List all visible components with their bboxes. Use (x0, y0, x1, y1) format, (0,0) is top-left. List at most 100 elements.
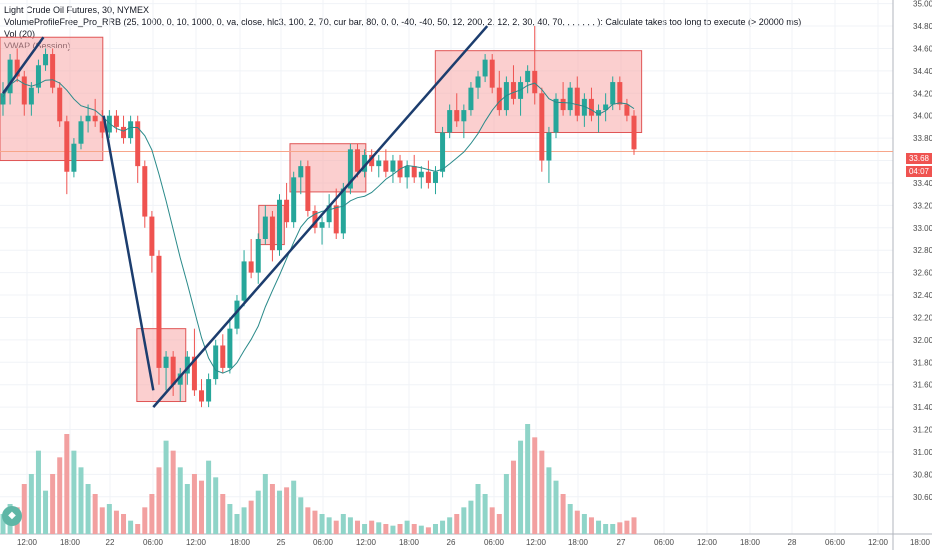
y-tick-label: 32.60 (913, 269, 932, 278)
volume-bar (92, 494, 98, 534)
candle-body (170, 356, 176, 385)
volume-bar (425, 527, 431, 534)
x-tick-label: 26 (447, 538, 456, 547)
candle-body (142, 166, 148, 217)
legend-volume[interactable]: Vol (20) (4, 29, 36, 39)
candle-body (28, 87, 34, 105)
volume-bar (99, 507, 105, 534)
last-price-badge: 33.68 (905, 153, 932, 164)
volume-bar (560, 494, 566, 534)
legend-indicator[interactable]: VolumeProfileFree_Pro_RRB (25, 1000, 0, … (4, 17, 802, 27)
candle-body (43, 54, 49, 66)
y-tick-label: 33.80 (913, 134, 932, 143)
volume-bar (234, 514, 240, 534)
volume-bar (50, 474, 56, 534)
candle-body (305, 166, 311, 211)
candle-body (199, 390, 205, 402)
x-tick-label: 22 (106, 538, 115, 547)
candle-body (298, 166, 304, 178)
candle-body (354, 149, 360, 172)
candle-body (85, 115, 91, 122)
candle-body (163, 356, 169, 368)
volume-bar (78, 467, 84, 534)
volume-bar (482, 494, 488, 534)
volume-bar (369, 520, 375, 534)
volume-bar (28, 474, 34, 534)
candle-body (496, 87, 502, 111)
volume-bar (447, 517, 453, 534)
volume-bar (376, 522, 382, 534)
candle-body (14, 59, 20, 77)
candle-body (128, 121, 134, 139)
x-tick-label: 06:00 (654, 538, 675, 547)
volume-bar (553, 480, 559, 534)
volume-bar (397, 524, 403, 534)
volume-bar (581, 514, 587, 534)
x-tick-label: 25 (277, 538, 286, 547)
volume-bar (170, 450, 176, 534)
candle-body (588, 98, 594, 116)
candle-body (78, 121, 84, 144)
countdown-badge: 04:07 (905, 166, 932, 177)
x-tick-label: 12:00 (186, 538, 207, 547)
y-tick-label: 31.80 (913, 358, 932, 367)
candle-body (50, 54, 56, 88)
volume-bar (43, 490, 49, 534)
candle-body (220, 345, 226, 368)
volume-bar (135, 524, 141, 534)
candle-body (35, 65, 41, 88)
x-tick-label: 12:00 (526, 538, 547, 547)
candle-body (624, 104, 630, 116)
volume-bar (298, 497, 304, 534)
x-tick-label: 12:00 (868, 538, 889, 547)
candle-body (369, 154, 375, 167)
volume-bar (284, 487, 290, 534)
y-tick-label: 30.60 (913, 493, 932, 502)
volume-bar (624, 520, 630, 534)
candle-body (362, 154, 368, 172)
tradingview-logo-icon[interactable]: ◆ (2, 506, 22, 526)
candle-body (234, 300, 240, 329)
volume-bar (454, 514, 460, 534)
candle-body (411, 166, 417, 178)
volume-bar (546, 467, 552, 534)
y-tick-label: 34.40 (913, 67, 932, 76)
y-tick-label: 32.80 (913, 246, 932, 255)
candle-body (418, 171, 424, 178)
volume-bar (362, 524, 368, 534)
candle-body (404, 166, 410, 178)
x-tick-label: 12:00 (697, 538, 718, 547)
candle-body (617, 82, 623, 105)
volume-bar (532, 437, 538, 534)
volume-bar (191, 474, 197, 534)
volume-bar (220, 494, 226, 534)
candle-body (99, 121, 105, 133)
candle-body (312, 210, 318, 228)
volume-bar (518, 440, 524, 534)
candle-body (21, 76, 27, 105)
volume-bar (213, 477, 219, 534)
volume-bar (269, 484, 275, 534)
y-tick-label: 32.00 (913, 336, 932, 345)
candle-body (241, 261, 247, 301)
x-tick-label: 06:00 (143, 538, 164, 547)
candle-body (447, 110, 453, 133)
candle-body (177, 373, 183, 385)
y-tick-label: 31.00 (913, 448, 932, 457)
volume-bar (199, 480, 205, 534)
candle-body (525, 70, 531, 83)
x-tick-label: 06:00 (484, 538, 505, 547)
volume-bar (57, 457, 63, 534)
volume-bar (312, 510, 318, 534)
volume-bar (121, 514, 127, 534)
volume-bar (340, 514, 346, 534)
volume-bar (588, 517, 594, 534)
candle-body (284, 199, 290, 223)
candle-body (7, 59, 13, 94)
volume-bar (177, 467, 183, 534)
candle-body (121, 126, 127, 139)
candle-body (376, 160, 382, 167)
y-tick-label: 34.00 (913, 112, 932, 121)
candle-body (532, 70, 538, 94)
